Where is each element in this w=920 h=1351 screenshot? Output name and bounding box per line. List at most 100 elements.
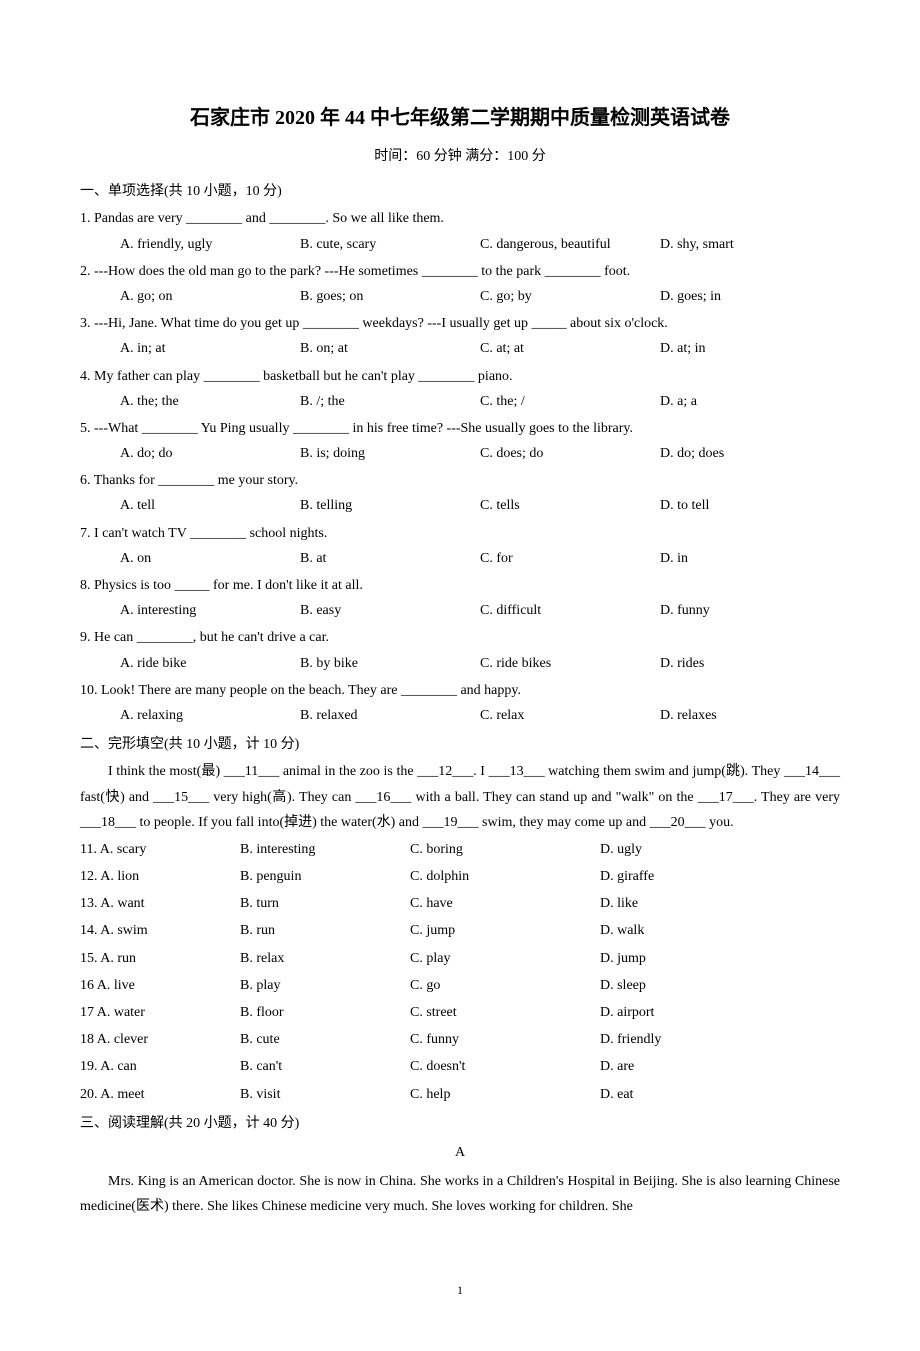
cloze-16-num: 16 A. live xyxy=(80,973,240,998)
cloze-15-b: B. relax xyxy=(240,946,410,971)
question-7: 7. I can't watch TV ________ school nigh… xyxy=(80,521,840,571)
cloze-17: 17 A. waterB. floorC. streetD. airport xyxy=(80,1000,840,1025)
passage-a-label: A xyxy=(80,1140,840,1165)
opt-3b: B. on; at xyxy=(300,336,480,361)
question-9-options: A. ride bike B. by bike C. ride bikes D.… xyxy=(120,651,840,676)
document-title: 石家庄市 2020 年 44 中七年级第二学期期中质量检测英语试卷 xyxy=(80,100,840,136)
cloze-17-num: 17 A. water xyxy=(80,1000,240,1025)
cloze-18-b: B. cute xyxy=(240,1027,410,1052)
question-4: 4. My father can play ________ basketbal… xyxy=(80,364,840,414)
section2-passage: I think the most(最) ___11___ animal in t… xyxy=(80,759,840,835)
opt-4d: D. a; a xyxy=(660,389,840,414)
page-number: 1 xyxy=(80,1280,840,1302)
cloze-13-num: 13. A. want xyxy=(80,891,240,916)
cloze-13: 13. A. wantB. turnC. haveD. like xyxy=(80,891,840,916)
cloze-20-num: 20. A. meet xyxy=(80,1082,240,1107)
opt-7c: C. for xyxy=(480,546,660,571)
question-6-text: 6. Thanks for ________ me your story. xyxy=(80,468,840,493)
cloze-12: 12. A. lionB. penguinC. dolphinD. giraff… xyxy=(80,864,840,889)
cloze-15-d: D. jump xyxy=(600,946,840,971)
opt-6a: A. tell xyxy=(120,493,300,518)
question-3-options: A. in; at B. on; at C. at; at D. at; in xyxy=(120,336,840,361)
question-1-text: 1. Pandas are very ________ and ________… xyxy=(80,206,840,231)
question-10: 10. Look! There are many people on the b… xyxy=(80,678,840,728)
question-8: 8. Physics is too _____ for me. I don't … xyxy=(80,573,840,623)
cloze-15: 15. A. runB. relaxC. playD. jump xyxy=(80,946,840,971)
opt-6d: D. to tell xyxy=(660,493,840,518)
cloze-20-d: D. eat xyxy=(600,1082,840,1107)
cloze-12-b: B. penguin xyxy=(240,864,410,889)
question-7-options: A. on B. at C. for D. in xyxy=(120,546,840,571)
question-6: 6. Thanks for ________ me your story. A.… xyxy=(80,468,840,518)
opt-3c: C. at; at xyxy=(480,336,660,361)
opt-2c: C. go; by xyxy=(480,284,660,309)
opt-10c: C. relax xyxy=(480,703,660,728)
question-4-options: A. the; the B. /; the C. the; / D. a; a xyxy=(120,389,840,414)
cloze-13-d: D. like xyxy=(600,891,840,916)
opt-8d: D. funny xyxy=(660,598,840,623)
section1-header: 一、单项选择(共 10 小题，10 分) xyxy=(80,179,840,204)
opt-8a: A. interesting xyxy=(120,598,300,623)
cloze-11-num: 11. A. scary xyxy=(80,837,240,862)
passage-a-text: Mrs. King is an American doctor. She is … xyxy=(80,1169,840,1219)
opt-7a: A. on xyxy=(120,546,300,571)
question-2-text: 2. ---How does the old man go to the par… xyxy=(80,259,840,284)
question-9: 9. He can ________, but he can't drive a… xyxy=(80,625,840,675)
cloze-12-d: D. giraffe xyxy=(600,864,840,889)
opt-1b: B. cute, scary xyxy=(300,232,480,257)
opt-4c: C. the; / xyxy=(480,389,660,414)
cloze-14-num: 14. A. swim xyxy=(80,918,240,943)
cloze-19-d: D. are xyxy=(600,1054,840,1079)
cloze-20-c: C. help xyxy=(410,1082,600,1107)
cloze-20: 20. A. meetB. visitC. helpD. eat xyxy=(80,1082,840,1107)
cloze-14-d: D. walk xyxy=(600,918,840,943)
cloze-19-b: B. can't xyxy=(240,1054,410,1079)
opt-5a: A. do; do xyxy=(120,441,300,466)
question-1-options: A. friendly, ugly B. cute, scary C. dang… xyxy=(120,232,840,257)
question-4-text: 4. My father can play ________ basketbal… xyxy=(80,364,840,389)
question-7-text: 7. I can't watch TV ________ school nigh… xyxy=(80,521,840,546)
cloze-11-c: C. boring xyxy=(410,837,600,862)
opt-4b: B. /; the xyxy=(300,389,480,414)
document-subtitle: 时间：60 分钟 满分：100 分 xyxy=(80,144,840,169)
question-8-options: A. interesting B. easy C. difficult D. f… xyxy=(120,598,840,623)
cloze-11-b: B. interesting xyxy=(240,837,410,862)
cloze-18-d: D. friendly xyxy=(600,1027,840,1052)
question-8-text: 8. Physics is too _____ for me. I don't … xyxy=(80,573,840,598)
cloze-14-c: C. jump xyxy=(410,918,600,943)
question-5: 5. ---What ________ Yu Ping usually ____… xyxy=(80,416,840,466)
opt-1a: A. friendly, ugly xyxy=(120,232,300,257)
cloze-15-c: C. play xyxy=(410,946,600,971)
cloze-16-b: B. play xyxy=(240,973,410,998)
question-6-options: A. tell B. telling C. tells D. to tell xyxy=(120,493,840,518)
opt-2b: B. goes; on xyxy=(300,284,480,309)
cloze-16: 16 A. liveB. playC. goD. sleep xyxy=(80,973,840,998)
cloze-17-b: B. floor xyxy=(240,1000,410,1025)
question-1: 1. Pandas are very ________ and ________… xyxy=(80,206,840,256)
opt-3d: D. at; in xyxy=(660,336,840,361)
cloze-13-b: B. turn xyxy=(240,891,410,916)
question-10-options: A. relaxing B. relaxed C. relax D. relax… xyxy=(120,703,840,728)
opt-10b: B. relaxed xyxy=(300,703,480,728)
question-9-text: 9. He can ________, but he can't drive a… xyxy=(80,625,840,650)
opt-4a: A. the; the xyxy=(120,389,300,414)
cloze-12-c: C. dolphin xyxy=(410,864,600,889)
question-3-text: 3. ---Hi, Jane. What time do you get up … xyxy=(80,311,840,336)
opt-6b: B. telling xyxy=(300,493,480,518)
opt-2d: D. goes; in xyxy=(660,284,840,309)
cloze-15-num: 15. A. run xyxy=(80,946,240,971)
opt-1c: C. dangerous, beautiful xyxy=(480,232,660,257)
cloze-11: 11. A. scaryB. interestingC. boringD. ug… xyxy=(80,837,840,862)
cloze-14-b: B. run xyxy=(240,918,410,943)
cloze-19-num: 19. A. can xyxy=(80,1054,240,1079)
opt-9c: C. ride bikes xyxy=(480,651,660,676)
cloze-11-d: D. ugly xyxy=(600,837,840,862)
opt-9b: B. by bike xyxy=(300,651,480,676)
cloze-18-c: C. funny xyxy=(410,1027,600,1052)
question-2: 2. ---How does the old man go to the par… xyxy=(80,259,840,309)
cloze-18-num: 18 A. clever xyxy=(80,1027,240,1052)
opt-1d: D. shy, smart xyxy=(660,232,840,257)
opt-7d: D. in xyxy=(660,546,840,571)
cloze-17-d: D. airport xyxy=(600,1000,840,1025)
opt-5c: C. does; do xyxy=(480,441,660,466)
